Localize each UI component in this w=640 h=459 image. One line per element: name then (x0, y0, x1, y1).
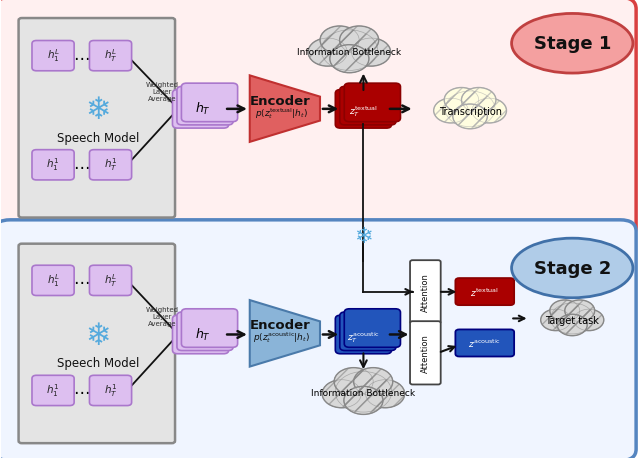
Circle shape (365, 380, 404, 408)
Text: Information Bottleneck: Information Bottleneck (312, 388, 415, 397)
Circle shape (308, 39, 348, 67)
FancyBboxPatch shape (177, 87, 233, 126)
Text: $z_T^{\rm acoustic}$: $z_T^{\rm acoustic}$ (347, 329, 380, 344)
FancyBboxPatch shape (90, 151, 132, 180)
Text: Speech Model: Speech Model (56, 357, 139, 369)
FancyBboxPatch shape (32, 151, 74, 180)
Circle shape (335, 372, 392, 412)
Text: Transcription: Transcription (438, 107, 502, 117)
FancyBboxPatch shape (181, 309, 237, 347)
Circle shape (541, 309, 571, 331)
Text: $\cdots$: $\cdots$ (73, 381, 90, 400)
Circle shape (550, 303, 594, 334)
Circle shape (351, 39, 390, 67)
Circle shape (472, 99, 506, 123)
Polygon shape (250, 301, 320, 367)
FancyBboxPatch shape (181, 84, 237, 123)
Text: $h_{1}^{L}$: $h_{1}^{L}$ (47, 271, 60, 288)
Circle shape (320, 27, 359, 55)
FancyBboxPatch shape (90, 266, 132, 296)
Text: ❄: ❄ (85, 96, 111, 125)
Text: ❄: ❄ (354, 227, 372, 247)
FancyBboxPatch shape (173, 90, 228, 129)
Text: $h_T$: $h_T$ (195, 101, 211, 117)
Text: $h_{T}^{1}$: $h_{T}^{1}$ (104, 156, 117, 173)
FancyBboxPatch shape (32, 266, 74, 296)
Text: Attention: Attention (421, 273, 430, 312)
FancyBboxPatch shape (340, 87, 396, 126)
Circle shape (434, 99, 468, 123)
Circle shape (344, 386, 383, 414)
Text: $h_{1}^{1}$: $h_{1}^{1}$ (46, 381, 60, 398)
Circle shape (354, 368, 393, 396)
Circle shape (330, 45, 369, 73)
Text: Target task: Target task (545, 315, 599, 325)
FancyBboxPatch shape (335, 315, 392, 354)
Text: Stage 1: Stage 1 (534, 35, 611, 53)
FancyBboxPatch shape (173, 315, 228, 354)
Text: Weighted
Layer
Average: Weighted Layer Average (146, 307, 179, 326)
FancyBboxPatch shape (410, 261, 441, 324)
Ellipse shape (511, 239, 633, 298)
Circle shape (564, 300, 595, 322)
Text: Weighted
Layer
Average: Weighted Layer Average (146, 82, 179, 102)
Circle shape (453, 105, 487, 129)
FancyBboxPatch shape (335, 90, 392, 129)
Text: $h_{T}^{1}$: $h_{T}^{1}$ (104, 381, 117, 398)
Circle shape (445, 92, 495, 128)
Circle shape (461, 88, 496, 113)
Circle shape (557, 314, 587, 336)
Text: Speech Model: Speech Model (56, 131, 139, 145)
FancyBboxPatch shape (456, 279, 514, 305)
Circle shape (340, 27, 379, 55)
Circle shape (322, 380, 361, 408)
Text: $h_{1}^{1}$: $h_{1}^{1}$ (46, 156, 60, 173)
Circle shape (334, 368, 373, 396)
Text: $h_{T}^{L}$: $h_{T}^{L}$ (104, 47, 117, 64)
FancyBboxPatch shape (0, 0, 636, 239)
FancyBboxPatch shape (19, 19, 175, 218)
FancyBboxPatch shape (340, 312, 396, 351)
FancyBboxPatch shape (344, 309, 401, 347)
FancyBboxPatch shape (456, 330, 514, 357)
Polygon shape (250, 76, 320, 143)
FancyBboxPatch shape (410, 321, 441, 385)
Text: $p(z_t^{\rm acoustic}|h_t)$: $p(z_t^{\rm acoustic}|h_t)$ (253, 330, 310, 345)
Text: $p(z_t^{\rm textual}|h_t)$: $p(z_t^{\rm textual}|h_t)$ (255, 106, 308, 120)
Text: $h_T$: $h_T$ (195, 326, 211, 342)
FancyBboxPatch shape (344, 84, 401, 123)
Text: $z_T^{\rm textual}$: $z_T^{\rm textual}$ (349, 104, 378, 119)
FancyBboxPatch shape (177, 312, 233, 351)
Text: Information Bottleneck: Information Bottleneck (298, 47, 401, 56)
Circle shape (321, 31, 378, 71)
FancyBboxPatch shape (90, 375, 132, 406)
Text: $z^{\rm textual}$: $z^{\rm textual}$ (470, 286, 499, 298)
Text: $h_{T}^{L}$: $h_{T}^{L}$ (104, 271, 117, 288)
Text: $\cdots$: $\cdots$ (73, 157, 90, 174)
Text: Attention: Attention (421, 334, 430, 372)
Text: Encoder: Encoder (250, 95, 311, 108)
Text: $z^{\rm acoustic}$: $z^{\rm acoustic}$ (468, 337, 501, 350)
Text: Stage 2: Stage 2 (534, 259, 611, 277)
FancyBboxPatch shape (90, 41, 132, 72)
Text: $\cdots$: $\cdots$ (73, 48, 90, 66)
Text: ❄: ❄ (85, 321, 111, 350)
Ellipse shape (511, 14, 633, 74)
Circle shape (574, 309, 604, 331)
Circle shape (444, 88, 479, 113)
Text: Encoder: Encoder (250, 318, 311, 331)
FancyBboxPatch shape (32, 375, 74, 406)
FancyBboxPatch shape (0, 220, 636, 459)
FancyBboxPatch shape (19, 244, 175, 443)
Circle shape (550, 300, 580, 322)
Text: $\cdots$: $\cdots$ (73, 272, 90, 290)
Text: $h_{1}^{L}$: $h_{1}^{L}$ (47, 47, 60, 64)
FancyBboxPatch shape (32, 41, 74, 72)
